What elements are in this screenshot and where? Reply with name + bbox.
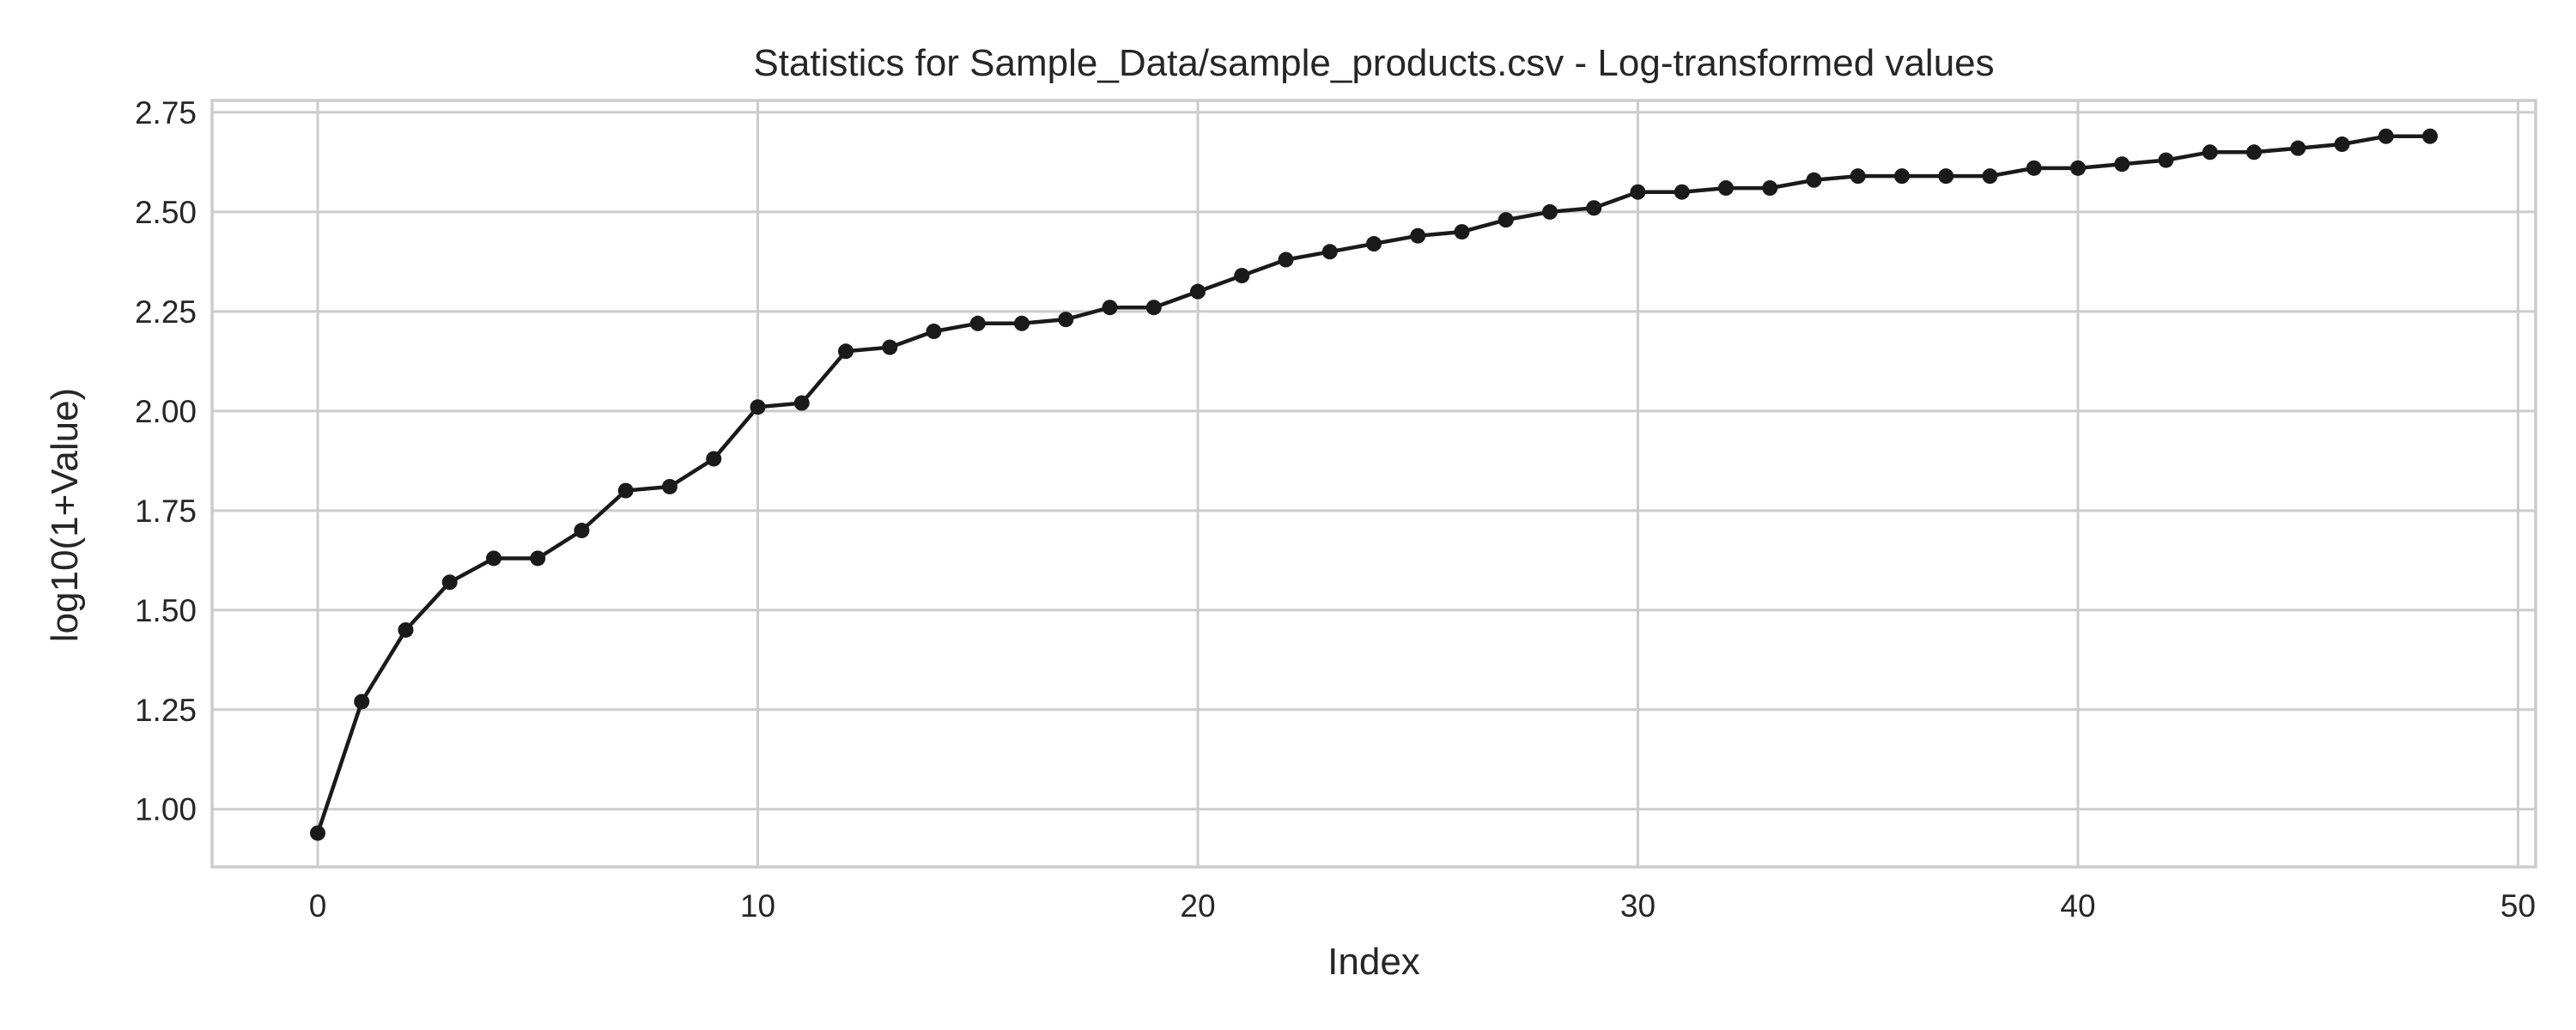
data-point <box>574 523 590 539</box>
data-point <box>2378 128 2394 144</box>
chart-title: Statistics for Sample_Data/sample_produc… <box>753 42 1994 84</box>
data-point <box>2026 160 2042 176</box>
data-point <box>2070 160 2086 176</box>
y-axis-label: log10(1+Value) <box>44 388 86 642</box>
x-tick-labels: 0 10 20 30 40 50 <box>309 888 2536 924</box>
data-point <box>1938 168 1954 185</box>
data-point <box>1058 312 1074 328</box>
y-tick-label: 2.00 <box>135 394 197 429</box>
data-point <box>1190 283 1206 300</box>
data-point <box>662 478 677 494</box>
data-point <box>486 550 501 566</box>
data-point <box>2246 144 2262 161</box>
data-point <box>1542 203 1558 220</box>
x-tick-label: 50 <box>2500 888 2536 924</box>
data-point <box>1321 244 1338 260</box>
data-point <box>1674 184 1690 200</box>
data-point <box>1498 212 1514 228</box>
data-point <box>1630 184 1646 200</box>
data-point <box>1366 236 1382 252</box>
y-tick-label: 1.75 <box>135 494 197 529</box>
data-point <box>1586 200 1602 216</box>
data-point <box>398 621 414 638</box>
plot-frame <box>210 99 2537 869</box>
data-point <box>2202 144 2218 161</box>
data-point <box>793 395 810 411</box>
data-point <box>1410 227 1426 244</box>
x-tick-label: 40 <box>2060 888 2095 924</box>
x-tick-label: 20 <box>1180 888 1215 924</box>
x-tick-label: 30 <box>1620 888 1656 924</box>
data-point <box>1850 168 1866 185</box>
data-point <box>617 482 634 499</box>
data-point <box>1454 224 1470 240</box>
data-point <box>1894 168 1910 185</box>
data-point <box>838 343 854 360</box>
gridlines <box>212 100 2536 867</box>
data-point <box>750 399 766 415</box>
data-point <box>530 550 546 566</box>
y-tick-labels: 1.00 1.25 1.50 1.75 2.00 2.25 2.50 2.75 <box>135 95 197 827</box>
data-point <box>1145 300 1162 316</box>
x-tick-label: 0 <box>309 888 327 924</box>
data-point <box>926 324 942 340</box>
data-point <box>2114 156 2130 173</box>
data-point <box>1806 172 1822 188</box>
data-point <box>1982 168 1998 185</box>
data-point <box>969 315 986 331</box>
data-point <box>1102 300 1118 316</box>
data-point <box>2158 152 2174 168</box>
y-tick-label: 2.50 <box>135 195 197 230</box>
data-series <box>310 128 2438 841</box>
data-point <box>882 339 898 355</box>
y-tick-label: 2.25 <box>135 294 197 330</box>
data-point <box>354 694 370 710</box>
data-point <box>441 574 458 591</box>
y-tick-label: 1.50 <box>135 593 197 628</box>
data-point <box>2290 140 2306 156</box>
data-point <box>2334 136 2350 153</box>
data-point <box>706 451 722 467</box>
data-point <box>1014 315 1030 331</box>
data-point <box>1278 251 1294 268</box>
y-tick-label: 1.25 <box>135 693 197 728</box>
data-point <box>2422 128 2438 144</box>
y-tick-label: 2.75 <box>135 95 197 130</box>
x-axis-label: Index <box>1327 941 1420 983</box>
x-tick-label: 10 <box>740 888 775 924</box>
data-point <box>1234 268 1250 284</box>
data-point <box>310 825 325 841</box>
y-tick-label: 1.00 <box>135 792 197 827</box>
data-point <box>1718 180 1734 197</box>
data-point <box>1762 180 1778 197</box>
